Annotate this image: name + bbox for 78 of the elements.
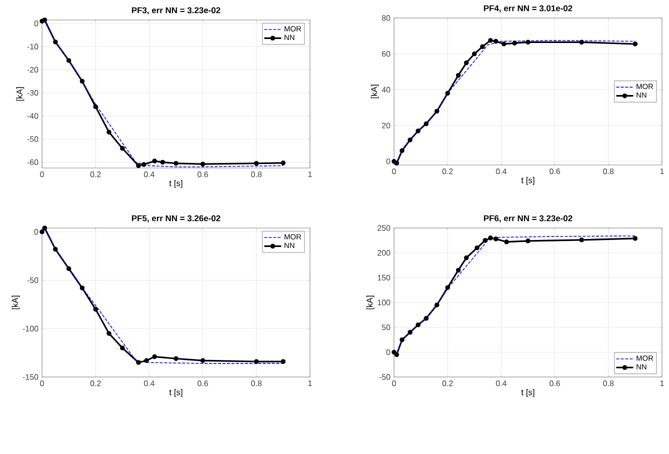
x-axis-title: t [s] [169,389,182,397]
point [40,229,44,234]
point [480,44,485,50]
point [434,108,440,114]
point [488,38,493,43]
point [152,354,157,360]
point [493,236,498,242]
point [579,40,584,45]
point [474,245,480,250]
y-axis-title: [kA] [16,87,24,101]
point [120,146,125,151]
point [501,42,506,46]
point [394,160,400,166]
point [445,90,450,96]
point [579,238,584,242]
point [160,160,165,165]
y-axis-title: [kA] [366,296,374,310]
point [120,346,125,350]
point [106,331,112,336]
point [254,160,259,166]
point [493,38,498,44]
point [42,226,48,230]
point [394,352,400,358]
point [53,40,58,44]
chart-title: PF3, err NN = 3.23e-02 [132,7,220,14]
point [144,358,149,363]
point [632,42,638,46]
point [254,359,259,364]
point [66,266,72,272]
point [93,104,98,110]
point [141,162,146,167]
point [456,72,461,78]
chart-title: PF4, err NN = 3.01e-02 [484,5,572,12]
point [424,121,429,126]
point [106,130,112,135]
point [392,350,396,355]
point [424,316,429,321]
point [174,160,178,166]
point [408,138,412,142]
point [152,158,157,164]
point [280,359,286,364]
point [200,358,206,363]
point [472,51,477,56]
point [526,40,530,45]
point [80,286,85,290]
point [400,337,404,342]
point [200,162,206,166]
x-axis-title: t [s] [521,177,534,185]
point [456,268,461,273]
point [632,236,638,241]
point [93,306,98,312]
chart-title: PF6, err NN = 3.23e-02 [484,215,572,222]
point [434,302,440,308]
x-axis-title: t [s] [521,389,534,397]
point [445,285,450,290]
chart-title: PF5, err NN = 3.26e-02 [132,215,220,222]
point [136,360,141,365]
point [42,18,48,22]
point [80,78,85,84]
y-axis-title: [kA] [12,296,20,310]
point [174,356,178,362]
point [400,148,404,154]
point [416,322,421,328]
point [464,255,469,260]
point [504,240,509,244]
x-axis-title: t [s] [169,180,182,188]
point [280,160,286,166]
point [408,330,412,335]
point [53,246,58,252]
point [488,236,493,240]
point [464,60,469,66]
point [66,58,72,63]
point [512,40,517,46]
point [482,238,488,243]
point [136,163,141,168]
point [526,238,530,244]
point [416,128,421,134]
y-axis-title: [kA] [370,84,379,98]
